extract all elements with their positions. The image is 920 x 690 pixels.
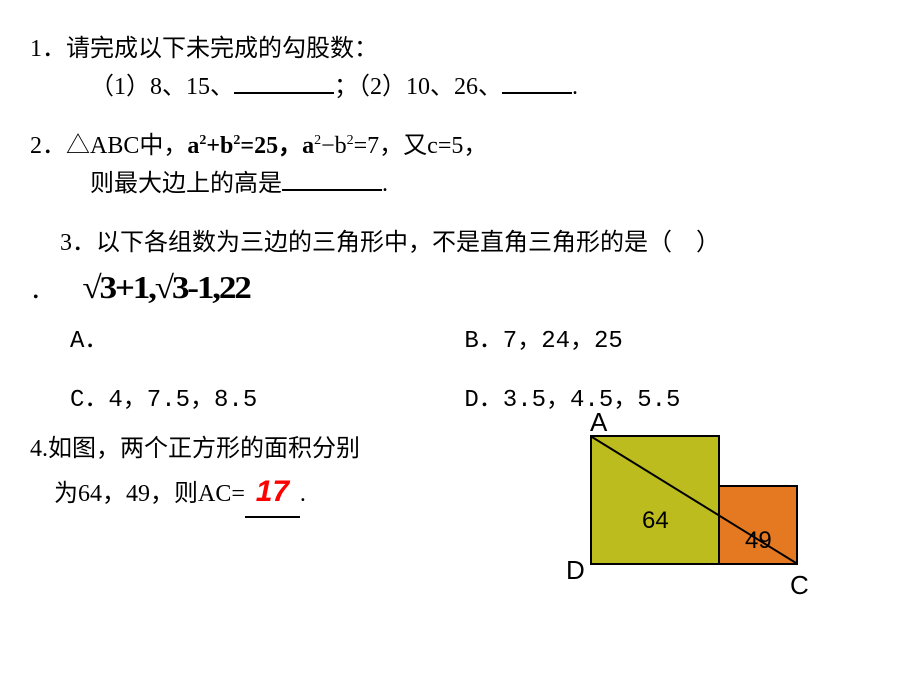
q2-blank — [282, 165, 382, 191]
q2-l1b: a — [187, 133, 199, 159]
q2-l1f: =7， — [354, 133, 404, 159]
q3-text: 3．以下各组数为三边的三角形中，不是直角三角形的是（ ） — [30, 224, 900, 262]
q4-l2b: . — [300, 481, 306, 507]
q4-l2a: 为64，49，则AC= — [54, 481, 245, 507]
point-c: C — [790, 570, 809, 601]
option-a: A． — [70, 323, 450, 361]
q1-line1: 1．请完成以下未完成的勾股数： — [30, 30, 900, 68]
point-d: D — [566, 555, 585, 586]
opt-row-ab: A． B．7，24，25 — [70, 323, 900, 361]
q2-sup4: 2 — [347, 133, 354, 148]
q3-dot: ． — [30, 278, 54, 304]
q2-l2b: . — [382, 171, 388, 197]
q2-l1c: +b — [206, 133, 233, 159]
q2-l1g: 又c=5， — [403, 133, 487, 159]
q2-line1: 2．△ABC中，a2+b2=25，a2−b2=7，又c=5， — [30, 127, 900, 165]
q1-sub3: . — [572, 74, 578, 100]
q2-l1d: =25，a — [240, 133, 314, 159]
q3-options: A． B．7，24，25 C．4，7.5，8.5 D．3.5，4.5，5.5 — [30, 323, 900, 420]
q1-sub1: （1）8、15、 — [90, 74, 234, 100]
radical-expression: √3+1,√3-1,22 — [82, 262, 249, 313]
q2-line2: 则最大边上的高是. — [30, 165, 900, 203]
question-1: 1．请完成以下未完成的勾股数： （1）8、15、 ；（2）10、26、. — [30, 30, 900, 107]
option-b: B．7，24，25 — [464, 328, 622, 355]
point-a: A — [590, 407, 607, 438]
q1-sub2: ；（2）10、26、 — [334, 74, 502, 100]
figure-squares: 64 49 A D C — [560, 415, 820, 645]
q2-l1e: −b — [321, 133, 347, 159]
q1-blank1 — [234, 68, 334, 94]
q4-answer-blank: 17 — [245, 468, 300, 518]
diagonal-line — [560, 415, 820, 645]
q2-l1a: 2．△ABC中， — [30, 133, 187, 159]
q2-l2a: 则最大边上的高是 — [90, 171, 282, 197]
q1-line2: （1）8、15、 ；（2）10、26、. — [30, 68, 900, 106]
question-2: 2．△ABC中，a2+b2=25，a2−b2=7，又c=5， 则最大边上的高是. — [30, 127, 900, 204]
option-c: C．4，7.5，8.5 — [70, 382, 450, 420]
option-d: D．3.5，4.5，5.5 — [464, 387, 680, 414]
question-3: 3．以下各组数为三边的三角形中，不是直角三角形的是（ ） ． √3+1,√3-1… — [30, 224, 900, 420]
q1-blank2 — [502, 68, 572, 94]
q4-answer: 17 — [256, 475, 289, 508]
q3-dotline: ． √3+1,√3-1,22 — [30, 262, 900, 313]
